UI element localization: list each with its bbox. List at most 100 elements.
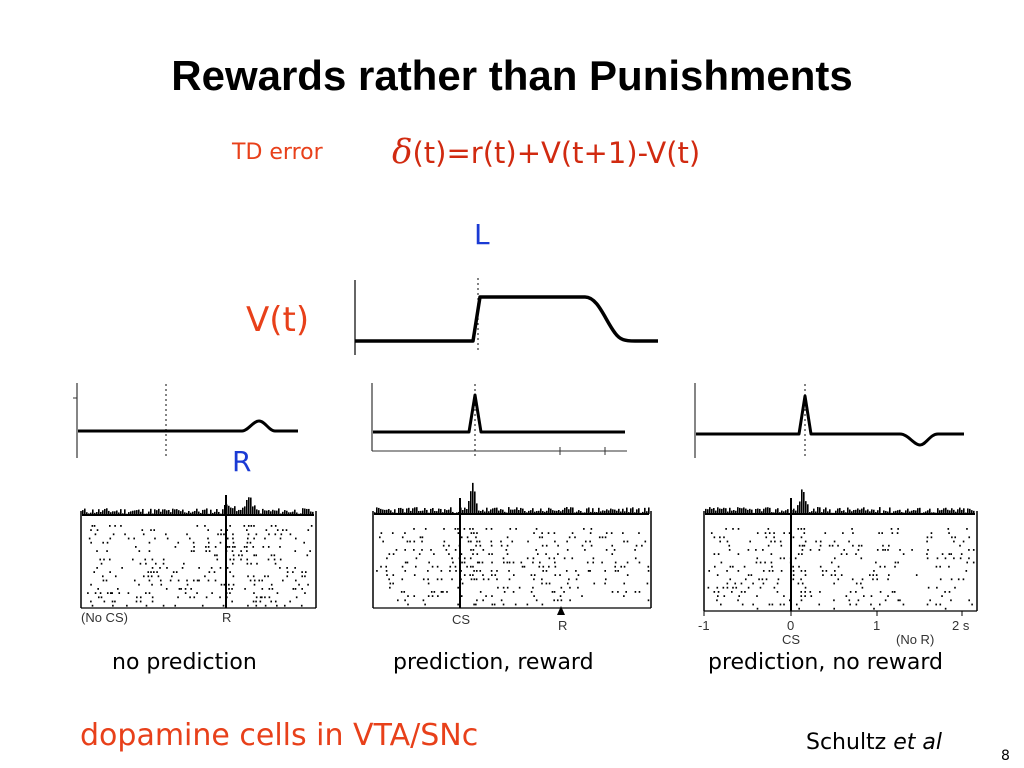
spike-dot	[794, 557, 797, 560]
spike-dot	[541, 532, 543, 534]
spike-dot	[472, 553, 474, 555]
histogram-bar	[855, 509, 857, 514]
histogram-bar	[965, 512, 967, 514]
histogram-bar	[132, 510, 134, 515]
spike-dot	[761, 578, 764, 581]
spike-dot	[614, 561, 617, 564]
spike-dot	[797, 582, 800, 585]
histogram-bar	[502, 509, 504, 514]
spike-dot	[274, 562, 277, 565]
spike-dot	[96, 550, 98, 552]
spike-dot	[285, 529, 288, 531]
spike-dot	[154, 537, 156, 540]
spike-dot	[136, 596, 138, 599]
histogram-bar	[801, 489, 803, 514]
caption-no-prediction: no prediction	[112, 650, 257, 675]
histogram-bar	[859, 509, 861, 514]
histogram-bar	[490, 509, 492, 514]
spike-dot	[223, 583, 226, 586]
histogram-bar	[136, 510, 138, 515]
spike-dot	[617, 591, 619, 593]
spike-raster	[376, 528, 650, 606]
spike-dot	[723, 595, 726, 597]
spike-dot	[274, 600, 277, 603]
spike-dot	[460, 553, 463, 555]
spike-dot	[246, 558, 249, 561]
histogram-bar	[174, 509, 176, 515]
spike-dot	[855, 591, 857, 593]
spike-dot	[294, 550, 297, 552]
spike-dot	[204, 575, 206, 578]
spike-dot	[768, 532, 771, 534]
axis-label-cs: CS	[782, 632, 800, 647]
spike-dot	[851, 578, 854, 581]
histogram-bar	[725, 508, 727, 514]
histogram-bar	[148, 511, 150, 515]
spike-dot	[496, 570, 498, 572]
histogram	[82, 497, 314, 516]
spike-dot	[433, 553, 435, 555]
spike-dot	[407, 603, 409, 606]
histogram-bar	[715, 510, 717, 514]
spike-dot	[959, 544, 961, 547]
spike-dot	[887, 595, 889, 597]
histogram-bar	[560, 511, 562, 514]
histogram-bar	[298, 513, 300, 515]
histogram-bar	[258, 510, 260, 515]
spike-dot	[470, 532, 473, 534]
spike-dot	[792, 578, 795, 581]
spike-dot	[232, 537, 234, 540]
spike-dot	[792, 574, 795, 576]
histogram-bar	[606, 509, 608, 514]
histogram-bar	[478, 510, 480, 514]
td-trace-panel-1	[73, 383, 298, 458]
spike-dot	[533, 595, 535, 597]
histogram-bar	[614, 509, 616, 514]
spike-dot	[539, 561, 541, 564]
spike-dot	[566, 582, 569, 585]
histogram-bar	[947, 509, 949, 514]
spike-dot	[626, 540, 629, 543]
histogram-bar	[142, 508, 144, 515]
histogram-bar	[713, 508, 715, 514]
spike-dot	[717, 595, 719, 597]
spike-dot	[301, 588, 303, 590]
raster-panel-2: CS R	[372, 482, 652, 633]
histogram-bar	[941, 509, 943, 514]
spike-dot	[852, 532, 854, 534]
spike-dot	[762, 549, 764, 551]
spike-dot	[541, 603, 544, 606]
spike-dot	[962, 578, 965, 581]
spike-dot	[262, 546, 265, 548]
spike-dot	[255, 554, 258, 557]
histogram-bar	[751, 509, 753, 514]
spike-dot	[869, 574, 871, 576]
spike-dot	[518, 586, 521, 589]
histogram-bar	[470, 491, 472, 514]
histogram-bar	[220, 513, 222, 515]
histogram-bar	[925, 511, 927, 514]
spike-dot	[783, 557, 785, 560]
spike-dot	[436, 565, 439, 568]
spike-dot	[246, 541, 249, 544]
spike-dot	[972, 549, 975, 551]
spike-dot	[190, 588, 192, 590]
spike-dot	[577, 586, 579, 589]
spike-dot	[765, 578, 768, 581]
histogram-bar	[807, 504, 809, 514]
histogram-bar	[196, 508, 198, 515]
spike-dot	[184, 592, 187, 594]
histogram-bar	[384, 509, 386, 514]
histogram-bar	[528, 510, 530, 514]
spike-dot	[244, 588, 246, 590]
spike-dot	[800, 528, 803, 530]
spike-dot	[268, 588, 271, 590]
spike-dot	[589, 570, 591, 572]
histogram-bar	[787, 509, 789, 514]
raster-panel-3: -1 0 1 2 s CS (No R)	[698, 489, 978, 647]
spike-dot	[592, 557, 595, 560]
spike-dot	[252, 546, 255, 548]
footer-note: dopamine cells in VTA/SNc	[80, 718, 479, 753]
spike-dot	[452, 561, 454, 564]
histogram-bar	[304, 508, 306, 515]
